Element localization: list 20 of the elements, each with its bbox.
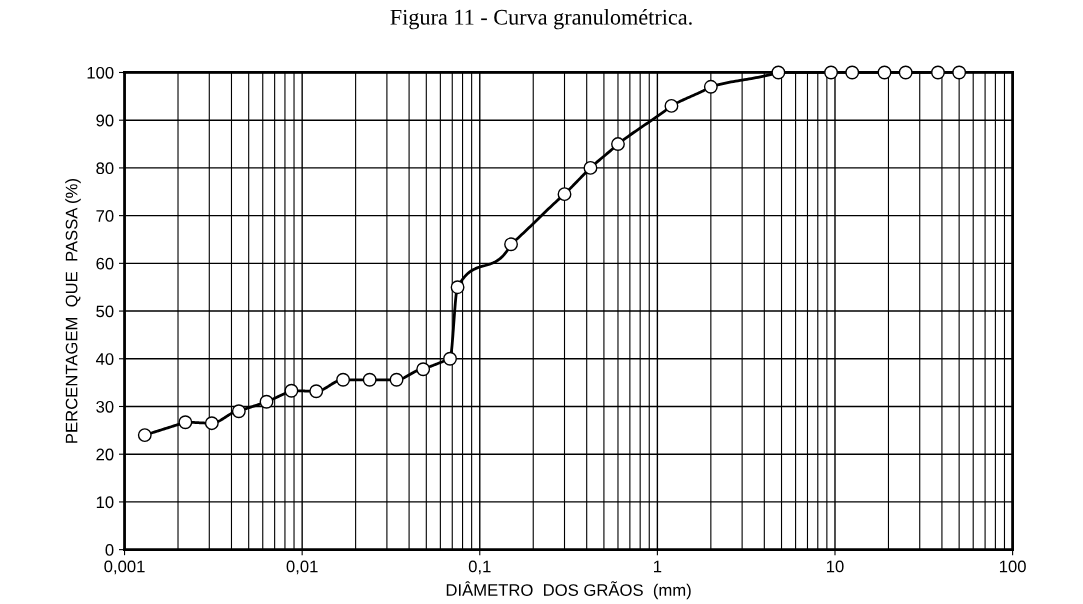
y-tick-label: 40: [95, 353, 114, 365]
y-tick-label: 60: [96, 257, 114, 270]
x-tick-label: 10: [827, 560, 844, 573]
y-tick-label: 70: [96, 210, 114, 222]
y-tick-label: 0: [105, 544, 114, 556]
y-tick-label: 100: [87, 66, 114, 79]
y-tick-label: 30: [96, 400, 114, 413]
y-tick-label: 80: [96, 162, 114, 175]
x-tick-label: 0,001: [104, 560, 145, 575]
chart-title: Figura 11 - Curva granulométrica.: [390, 9, 692, 30]
y-tick-label: 20: [96, 448, 114, 461]
y-tick-label: 10: [96, 496, 114, 509]
x-tick-label: 0,1: [468, 560, 491, 575]
x-tick-label: 1: [654, 560, 662, 573]
y-axis-title: PERCENTAGEM QUE PASSA (%): [65, 179, 81, 443]
x-tick-label: 100: [999, 560, 1026, 573]
x-tick-label: 0,01: [286, 560, 318, 575]
x-axis-title: DIÂMETRO DOS GRÃOS (mm): [446, 581, 691, 600]
y-tick-label: 50: [96, 305, 114, 318]
y-tick-label: 90: [96, 114, 114, 127]
